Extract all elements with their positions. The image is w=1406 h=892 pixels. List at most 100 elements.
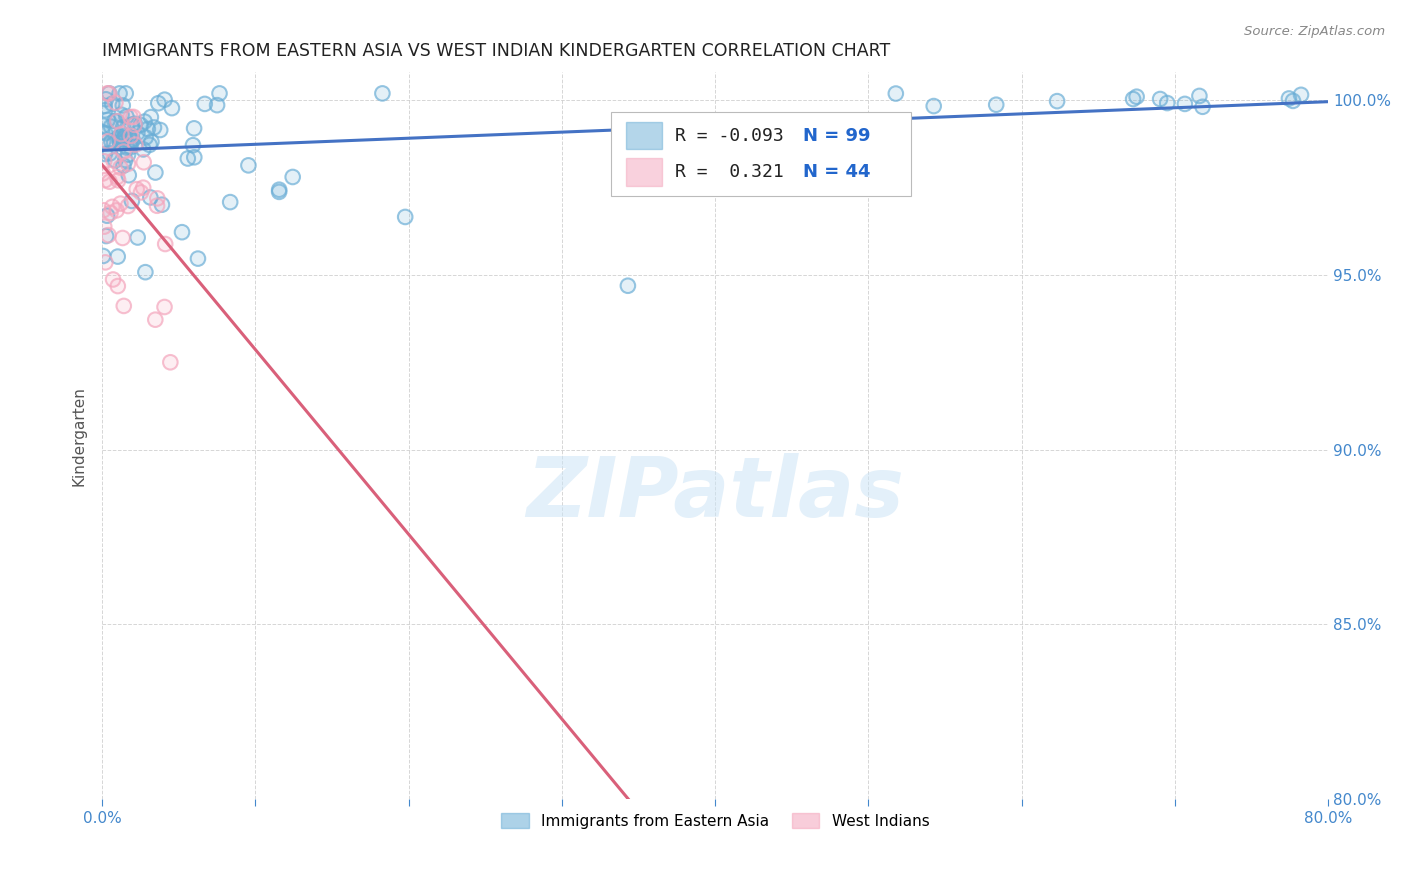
Point xyxy=(138,137,160,152)
Text: R = -0.093: R = -0.093 xyxy=(675,127,783,145)
West Indians xyxy=(129,186,152,200)
Immigrants from Eastern Asia xyxy=(97,112,120,127)
Point xyxy=(91,134,114,148)
Point xyxy=(94,255,117,269)
Point xyxy=(107,250,129,264)
Immigrants from Eastern Asia xyxy=(108,132,131,146)
Immigrants from Eastern Asia xyxy=(269,183,291,197)
Point xyxy=(1156,96,1178,111)
Point xyxy=(110,196,132,211)
Point xyxy=(117,147,139,161)
Point xyxy=(127,126,149,140)
West Indians xyxy=(122,110,145,124)
Point xyxy=(205,98,228,112)
West Indians xyxy=(93,219,115,234)
Immigrants from Eastern Asia xyxy=(120,140,142,154)
Immigrants from Eastern Asia xyxy=(94,92,117,106)
Point xyxy=(108,135,131,149)
Point xyxy=(187,252,209,266)
Point xyxy=(986,97,1008,112)
Immigrants from Eastern Asia xyxy=(129,118,152,132)
Text: ZIPatlas: ZIPatlas xyxy=(526,453,904,534)
Point xyxy=(107,279,129,293)
Point xyxy=(94,92,117,106)
Point xyxy=(112,131,135,145)
West Indians xyxy=(146,199,169,213)
Point xyxy=(238,158,260,172)
West Indians xyxy=(117,199,139,213)
West Indians xyxy=(120,110,142,124)
Point xyxy=(118,168,141,182)
Point xyxy=(110,136,132,151)
Immigrants from Eastern Asia xyxy=(104,153,127,168)
Immigrants from Eastern Asia xyxy=(183,121,205,136)
Immigrants from Eastern Asia xyxy=(170,225,193,239)
Point xyxy=(120,134,142,148)
Point xyxy=(100,206,122,220)
Point xyxy=(111,98,134,112)
Immigrants from Eastern Asia xyxy=(153,93,176,107)
Point xyxy=(127,230,149,244)
Point xyxy=(96,209,118,223)
West Indians xyxy=(94,255,117,269)
Point xyxy=(1282,94,1305,108)
Point xyxy=(150,198,173,212)
Point xyxy=(97,112,120,127)
Immigrants from Eastern Asia xyxy=(117,147,139,161)
Immigrants from Eastern Asia xyxy=(1191,100,1213,114)
Point xyxy=(141,135,163,149)
Immigrants from Eastern Asia xyxy=(281,169,304,184)
Immigrants from Eastern Asia xyxy=(884,87,907,101)
Point xyxy=(149,123,172,137)
Point xyxy=(91,125,114,139)
Point xyxy=(105,114,128,128)
Point xyxy=(103,153,125,168)
Immigrants from Eastern Asia xyxy=(148,96,170,111)
West Indians xyxy=(101,200,124,214)
Point xyxy=(115,141,138,155)
Point xyxy=(94,147,117,161)
Immigrants from Eastern Asia xyxy=(135,130,157,145)
Point xyxy=(115,110,138,124)
Point xyxy=(98,87,121,101)
Immigrants from Eastern Asia xyxy=(181,138,204,153)
Immigrants from Eastern Asia xyxy=(111,136,134,150)
Point xyxy=(153,300,176,314)
Point xyxy=(132,155,155,169)
Point xyxy=(101,200,124,214)
Point xyxy=(146,199,169,213)
Point xyxy=(134,265,156,279)
Point xyxy=(93,219,115,234)
Point xyxy=(124,137,146,152)
Point xyxy=(98,175,121,189)
Point xyxy=(194,96,217,111)
Point xyxy=(159,355,181,369)
West Indians xyxy=(146,191,169,205)
West Indians xyxy=(93,154,115,169)
Immigrants from Eastern Asia xyxy=(103,114,125,128)
West Indians xyxy=(96,87,118,101)
West Indians xyxy=(100,206,122,220)
Text: N = 44: N = 44 xyxy=(803,163,870,181)
West Indians xyxy=(117,157,139,171)
Point xyxy=(108,129,131,144)
Point xyxy=(139,190,162,204)
Immigrants from Eastern Asia xyxy=(1156,96,1178,111)
Point xyxy=(112,145,135,159)
Point xyxy=(100,120,122,134)
Immigrants from Eastern Asia xyxy=(149,123,172,137)
Point xyxy=(108,132,131,146)
West Indians xyxy=(105,170,128,185)
Point xyxy=(371,87,394,101)
Immigrants from Eastern Asia xyxy=(100,120,122,134)
Immigrants from Eastern Asia xyxy=(108,87,131,101)
Point xyxy=(105,114,128,128)
Point xyxy=(1125,89,1147,103)
Point xyxy=(394,210,416,224)
Point xyxy=(136,122,159,136)
Point xyxy=(93,119,115,133)
Point xyxy=(118,130,141,145)
Point xyxy=(103,136,125,150)
Immigrants from Eastern Asia xyxy=(114,153,136,167)
West Indians xyxy=(98,87,121,101)
